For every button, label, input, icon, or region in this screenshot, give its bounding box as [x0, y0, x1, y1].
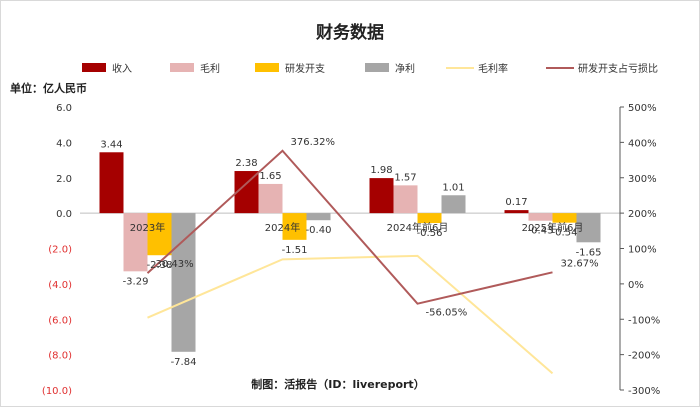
right-tick-label-5: 0% [628, 280, 644, 291]
bar-毛利-0 [123, 213, 148, 272]
bar-label-净利-0: -7.84 [171, 357, 197, 368]
category-label-3: 2025年前6月 [522, 221, 584, 234]
bar-label-收入-3: 0.17 [505, 197, 527, 208]
line-label-研发开支占亏损比-0: 30.43% [156, 259, 194, 270]
legend-swatch-0 [82, 63, 106, 72]
bar-研发开支-1 [282, 213, 307, 240]
data-labels: 3.44 2.38 1.98 0.17 -3.29 1.65 1.57 -0.43 -2.38 -… [100, 137, 601, 368]
legend-label-5: 研发开支占亏损比 [578, 62, 658, 75]
left-tick-label-3: 0.0 [56, 209, 72, 220]
lines [146, 149, 554, 375]
line-毛利率 [147, 254, 554, 375]
bar-收入-1 [234, 171, 259, 214]
legend-swatch-1 [170, 63, 194, 72]
bars [99, 152, 601, 352]
line-label-研发开支占亏损比-1: 376.32% [291, 137, 336, 148]
legend-swatch-2 [255, 63, 279, 72]
left-tick-label-8: (10.0) [42, 386, 72, 397]
axes: 6.0 4.0 2.0 0.0 (2.0) (4.0) (6.0) (8.0) (10.0) 50… [42, 103, 660, 397]
bar-label-毛利-0: -3.29 [123, 276, 149, 287]
bar-label-收入-0: 3.44 [100, 139, 122, 150]
bar-label-净利-3: -1.65 [576, 247, 602, 258]
legend-label-3: 净利 [395, 62, 415, 75]
legend-label-1: 毛利 [200, 63, 220, 75]
chart-title: 财务数据 [315, 22, 384, 43]
bar-label-净利-2: 1.01 [442, 182, 464, 193]
bar-毛利-1 [258, 183, 283, 214]
right-tick-label-4: 100% [628, 245, 657, 256]
bar-净利-2 [441, 195, 466, 214]
category-label-1: 2024年 [265, 221, 300, 234]
left-tick-label-5: (4.0) [48, 280, 72, 291]
line-label-研发开支占亏损比-3: 32.67% [561, 258, 599, 269]
right-tick-label-6: -100% [628, 315, 660, 326]
bar-净利-0 [171, 213, 196, 352]
bar-label-研发开支-0: -2.38 [147, 260, 173, 271]
bar-label-净利-1: -0.40 [306, 225, 332, 236]
bar-label-收入-1: 2.38 [235, 158, 257, 169]
unit-label: 单位：亿人民币 [10, 81, 87, 95]
bar-label-毛利-1: 1.65 [259, 171, 281, 182]
left-tick-label-6: (6.0) [48, 315, 72, 326]
bar-毛利-3 [528, 213, 553, 221]
right-tick-label-0: 500% [628, 103, 657, 114]
bar-label-毛利-2: 1.57 [394, 172, 416, 183]
legend-label-0: 收入 [112, 62, 132, 75]
bar-收入-2 [369, 178, 394, 214]
bar-净利-3 [576, 213, 601, 243]
bar-研发开支-2 [417, 213, 442, 224]
bar-净利-1 [306, 213, 331, 221]
right-tick-label-3: 200% [628, 209, 657, 220]
credit-text: 制图：活报告（ID：livereport） [251, 377, 424, 391]
bar-毛利-2 [393, 185, 418, 214]
bar-label-研发开支-2: -0.56 [417, 228, 443, 239]
bar-label-研发开支-1: -1.51 [282, 245, 308, 256]
left-tick-label-2: 2.0 [56, 174, 72, 185]
legend-swatch-3 [365, 63, 389, 72]
legend: 收入 毛利 研发开支 净利 毛利率 研发开支占亏损比 [82, 62, 658, 75]
category-label-0: 2023年 [130, 221, 165, 234]
bar-label-毛利-3: -0.43 [528, 226, 554, 237]
category-label-2: 2024年前6月 [387, 221, 449, 234]
right-tick-label-8: -300% [628, 386, 660, 397]
line-研发开支占亏损比 [146, 149, 553, 305]
left-tick-label-0: 6.0 [56, 103, 72, 114]
line-label-研发开支占亏损比-2: -56.05% [426, 308, 468, 319]
bar-研发开支-0 [147, 213, 172, 256]
bar-研发开支-3 [552, 213, 577, 223]
left-tick-label-7: (8.0) [48, 351, 72, 362]
left-tick-label-1: 4.0 [56, 138, 72, 149]
right-tick-label-2: 300% [628, 174, 657, 185]
bar-label-研发开支-3: -0.54 [552, 228, 578, 239]
right-tick-label-7: -200% [628, 351, 660, 362]
right-tick-label-1: 400% [628, 138, 657, 149]
bar-label-收入-2: 1.98 [370, 165, 392, 176]
legend-label-2: 研发开支 [285, 62, 325, 75]
left-tick-label-4: (2.0) [48, 245, 72, 256]
bar-收入-0 [99, 152, 124, 214]
bar-收入-3 [504, 210, 529, 214]
legend-label-4: 毛利率 [478, 62, 508, 75]
